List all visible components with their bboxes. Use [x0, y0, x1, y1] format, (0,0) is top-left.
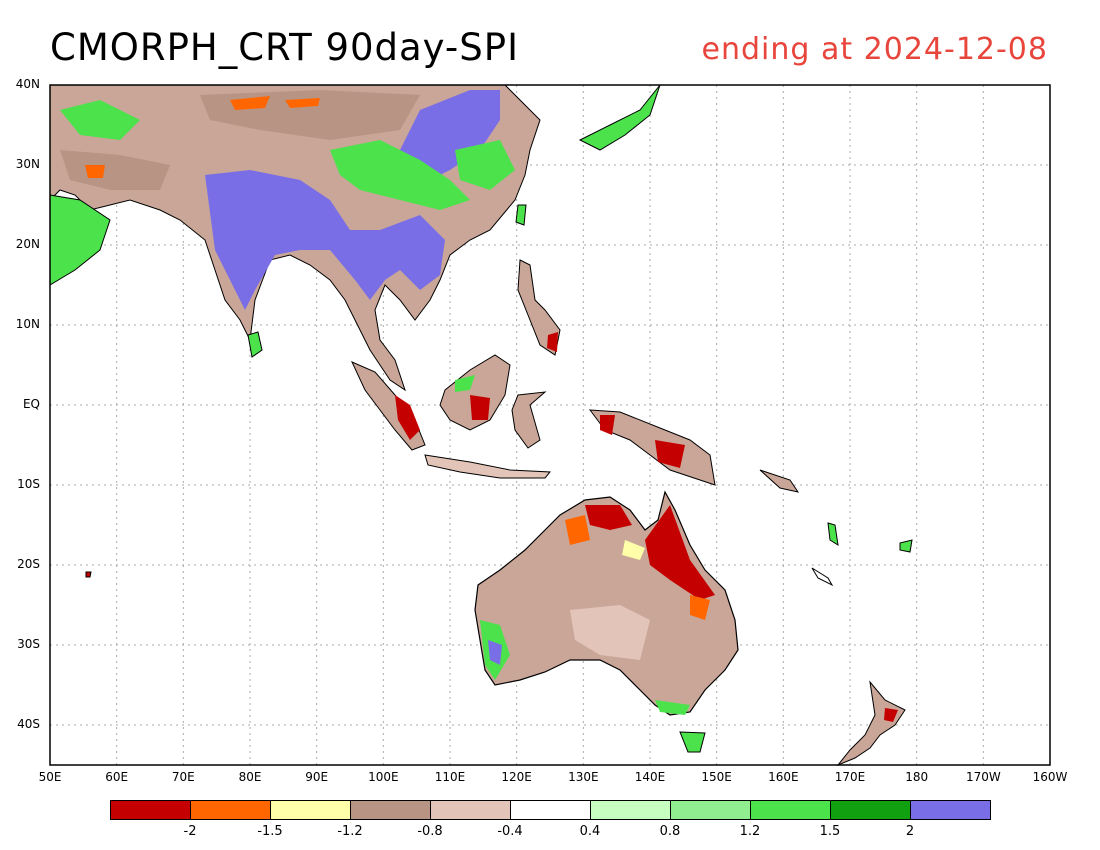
legend-tick-label: 1.5 [819, 824, 841, 839]
legend-color-box [830, 800, 911, 820]
longitude-label: 180 [905, 770, 929, 784]
legend-color-box [350, 800, 431, 820]
longitude-label: 120E [501, 770, 532, 784]
legend-color-box [670, 800, 751, 820]
land-philippines [517, 259, 561, 356]
legend-color-box [110, 800, 191, 820]
legend-color-box [510, 800, 591, 820]
land-australia-light [570, 605, 650, 660]
land-mascarene [85, 571, 92, 578]
land-borneo [439, 354, 511, 431]
longitude-label: 170E [834, 770, 866, 784]
land-vanuatu [827, 522, 839, 546]
legend-tick-label: 0.8 [659, 824, 681, 839]
land-solomon-islands [759, 469, 800, 493]
latitude-label: 40N [15, 77, 40, 91]
legend-tick-label: -0.4 [497, 824, 523, 839]
longitude-label: 160W [1032, 770, 1068, 784]
longitude-label: 130E [568, 770, 599, 784]
land-australia-red-north [585, 505, 715, 600]
land-java [424, 454, 552, 479]
latitude-label: 40S [17, 717, 40, 731]
legend-tick-label: 1.2 [739, 824, 761, 839]
land-australia-yellow [622, 540, 645, 560]
longitude-label: 110E [434, 770, 466, 784]
legend-tick-label: 2 [905, 824, 915, 839]
legend-color-box [430, 800, 511, 820]
latitude-label: 30N [15, 157, 40, 171]
legend-tick-label: -0.8 [417, 824, 443, 839]
map-subtitle-date: ending at 2024-12-08 [701, 32, 1048, 67]
legend-tick-label: 0.4 [579, 824, 601, 839]
legend-color-box [590, 800, 671, 820]
latitude-label: 30S [17, 637, 40, 651]
longitude-label: 150E [701, 770, 732, 784]
longitude-label: 80E [238, 770, 262, 784]
land-red-patches [85, 96, 320, 178]
land-new-caledonia [811, 567, 834, 587]
legend-tick-label: -1.5 [257, 824, 283, 839]
legend-tick-label: -1.2 [337, 824, 363, 839]
land-sulawesi [511, 391, 547, 449]
longitude-label: 90E [305, 770, 329, 784]
legend-color-box [190, 800, 271, 820]
legend-tick-label: -2 [183, 824, 197, 839]
land-new-guinea [588, 409, 716, 486]
latitude-label: 20N [15, 237, 40, 251]
longitude-label: 100E [368, 770, 399, 784]
longitude-label: 170W [965, 770, 1001, 784]
land-sri-lanka [247, 331, 263, 358]
land-japan [578, 84, 661, 151]
land-china-wet [400, 90, 500, 180]
legend-color-box [270, 800, 351, 820]
map-frame [49, 84, 1051, 766]
land-fiji [899, 539, 913, 553]
map-title: CMORPH_CRT 90day-SPI [50, 26, 519, 69]
legend-color-box [750, 800, 831, 820]
land-green-patches [60, 100, 515, 210]
land-new-zealand [836, 680, 906, 767]
land-borneo-red [470, 395, 490, 420]
longitude-label: 70E [171, 770, 195, 784]
land-sumatra-red [395, 395, 420, 440]
longitude-label: 140E [634, 770, 666, 784]
land-australia-blue-west [488, 640, 502, 665]
land-australia-orange [565, 515, 710, 620]
latitude-label: 10N [15, 317, 40, 331]
land-brown-patches [60, 90, 420, 190]
longitude-label: 50E [38, 770, 62, 784]
land-new-zealand-red [884, 708, 898, 722]
land-south-asia-wet [205, 170, 445, 310]
longitude-label: 60E [105, 770, 129, 784]
latitude-label: 10S [17, 477, 40, 491]
land-tasmania [679, 731, 706, 753]
land-philippines-red [547, 332, 558, 352]
longitude-label: 160E [768, 770, 799, 784]
land-australia-green-south [655, 700, 690, 715]
legend-color-box [910, 800, 991, 820]
land-new-guinea-red [600, 415, 685, 468]
land-borneo-green [455, 375, 475, 392]
land-taiwan [515, 204, 527, 226]
latitude-label: EQ [22, 397, 40, 411]
latitude-label: 20S [17, 557, 40, 571]
